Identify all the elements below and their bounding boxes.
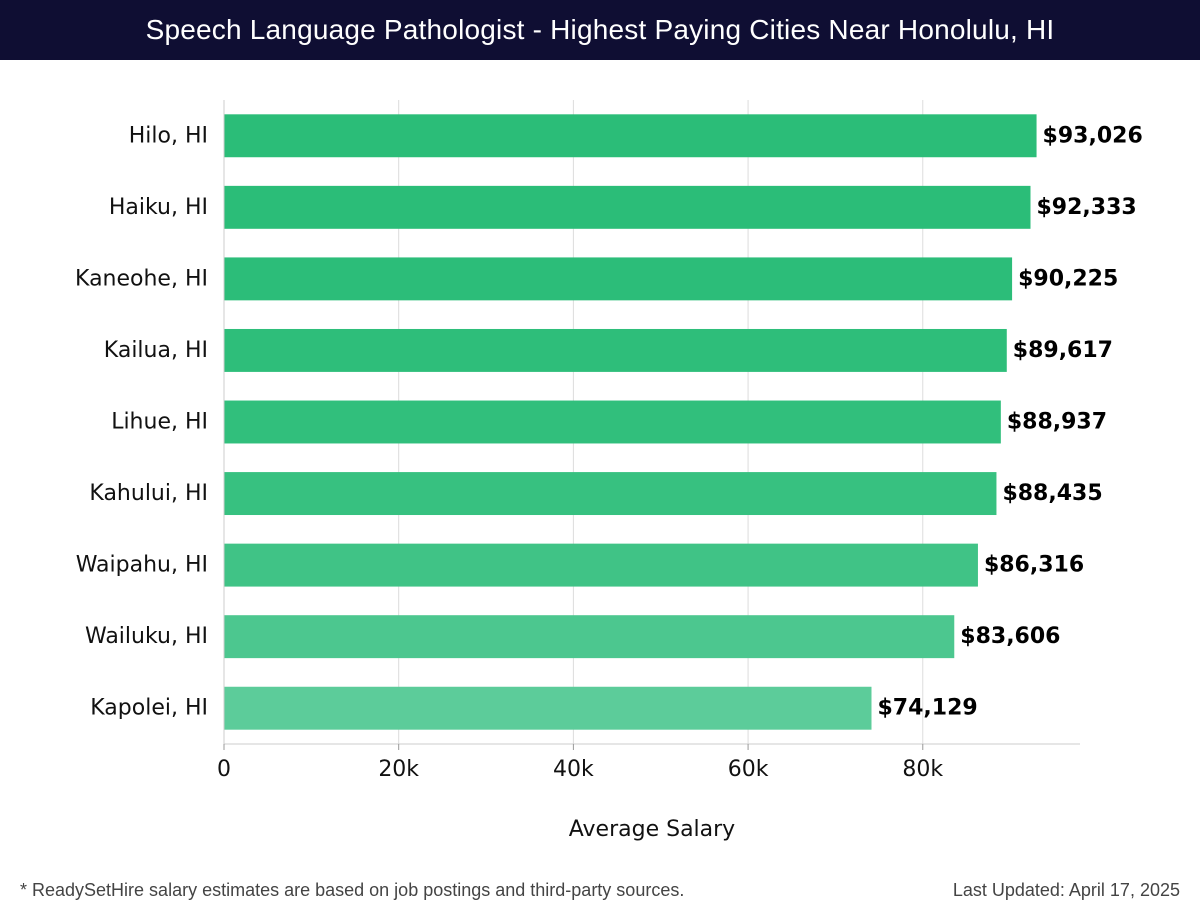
bar — [224, 472, 997, 516]
last-updated: Last Updated: April 17, 2025 — [952, 880, 1180, 900]
category-label: Kapolei, HI — [90, 696, 208, 721]
bar — [224, 185, 1031, 229]
category-label: Hilo, HI — [129, 123, 208, 148]
value-label: $90,225 — [1018, 266, 1118, 291]
bar-chart: Hilo, HI Haiku, HI Kaneohe, HI Kailua, HI Li… — [75, 100, 1143, 842]
category-label: Kahului, HI — [89, 481, 208, 506]
value-label: $74,129 — [877, 696, 977, 721]
value-label: $88,937 — [1007, 410, 1107, 435]
bar — [224, 328, 1007, 372]
bar — [224, 257, 1013, 301]
value-label: $88,435 — [1002, 481, 1102, 506]
x-tick-label: 40k — [553, 757, 594, 782]
category-label: Haiku, HI — [109, 195, 208, 220]
x-tick-label: 0 — [217, 757, 231, 782]
value-label: $83,606 — [960, 624, 1060, 649]
value-label: $93,026 — [1043, 123, 1143, 148]
category-label: Wailuku, HI — [85, 624, 208, 649]
x-tick-label: 20k — [378, 757, 419, 782]
value-label: $86,316 — [984, 553, 1084, 578]
bar — [224, 400, 1001, 444]
bar — [224, 686, 872, 730]
value-labels: $93,026 $92,333 $90,225 $89,617 $88,937 $88,4… — [877, 123, 1142, 720]
value-label: $92,333 — [1037, 195, 1137, 220]
category-label: Kaneohe, HI — [75, 266, 208, 291]
x-tick-label: 80k — [902, 757, 943, 782]
chart-title-bar: Speech Language Pathologist - Highest Pa… — [0, 0, 1200, 60]
x-axis: 0 20k 40k 60k 80k — [217, 100, 1080, 782]
bars — [224, 114, 1037, 730]
category-label: Lihue, HI — [111, 410, 208, 435]
x-tick-label: 60k — [728, 757, 769, 782]
bar — [224, 543, 978, 587]
chart-title: Speech Language Pathologist - Highest Pa… — [145, 14, 1055, 45]
footer-note: * ReadySetHire salary estimates are base… — [20, 880, 685, 900]
value-label: $89,617 — [1013, 338, 1113, 363]
category-label: Waipahu, HI — [76, 553, 208, 578]
bar — [224, 615, 955, 659]
category-label: Kailua, HI — [104, 338, 208, 363]
bar — [224, 114, 1037, 158]
x-axis-title: Average Salary — [569, 817, 735, 842]
category-labels: Hilo, HI Haiku, HI Kaneohe, HI Kailua, HI Li… — [75, 123, 208, 720]
